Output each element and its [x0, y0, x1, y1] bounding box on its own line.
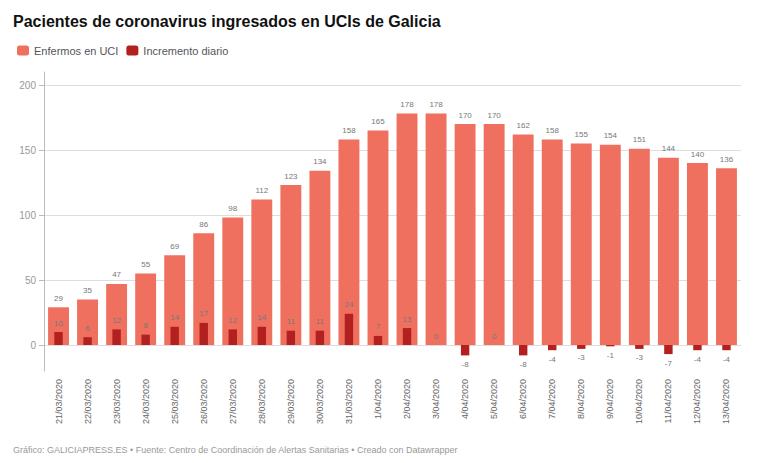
svg-text:-8: -8 [462, 360, 470, 369]
svg-text:200: 200 [19, 80, 36, 91]
svg-text:55: 55 [141, 260, 150, 269]
svg-text:155: 155 [575, 130, 589, 139]
svg-text:165: 165 [371, 117, 385, 126]
svg-text:11: 11 [316, 317, 325, 326]
svg-text:Pacientes de coronavirus ingre: Pacientes de coronavirus ingresados en U… [13, 13, 441, 30]
svg-text:13/04/2020: 13/04/2020 [721, 379, 731, 424]
svg-text:28/03/2020: 28/03/2020 [257, 379, 267, 424]
svg-text:47: 47 [112, 270, 121, 279]
svg-text:8/04/2020: 8/04/2020 [576, 379, 586, 419]
svg-text:11/04/2020: 11/04/2020 [663, 379, 673, 423]
svg-text:-1: -1 [607, 351, 615, 360]
svg-text:12/04/2020: 12/04/2020 [692, 379, 702, 424]
svg-text:151: 151 [633, 135, 647, 144]
svg-text:3/04/2020: 3/04/2020 [431, 379, 441, 419]
svg-text:-3: -3 [636, 353, 644, 362]
svg-text:50: 50 [25, 275, 37, 286]
svg-text:31/03/2020: 31/03/2020 [344, 379, 354, 424]
svg-text:12: 12 [228, 316, 237, 325]
svg-text:25/03/2020: 25/03/2020 [170, 379, 180, 424]
svg-text:0: 0 [434, 332, 439, 341]
svg-text:17: 17 [199, 309, 208, 318]
svg-text:162: 162 [517, 121, 531, 130]
svg-text:1/04/2020: 1/04/2020 [373, 379, 383, 419]
svg-text:21/03/2020: 21/03/2020 [54, 379, 64, 424]
svg-text:11: 11 [287, 317, 296, 326]
svg-text:26/03/2020: 26/03/2020 [199, 379, 209, 424]
svg-text:29/03/2020: 29/03/2020 [286, 379, 296, 424]
svg-text:22/03/2020: 22/03/2020 [83, 379, 93, 424]
svg-text:6: 6 [85, 324, 90, 333]
svg-text:140: 140 [691, 150, 705, 159]
svg-text:14: 14 [170, 313, 179, 322]
svg-text:7/04/2020: 7/04/2020 [547, 379, 557, 419]
svg-text:-4: -4 [549, 355, 557, 364]
svg-text:24: 24 [344, 300, 353, 309]
svg-text:13: 13 [403, 315, 412, 324]
svg-text:112: 112 [255, 186, 268, 195]
svg-text:7: 7 [376, 322, 381, 331]
svg-text:170: 170 [458, 111, 472, 120]
svg-text:98: 98 [228, 204, 237, 213]
svg-text:0: 0 [30, 340, 36, 351]
svg-text:-3: -3 [578, 353, 586, 362]
svg-text:Enfermos en UCI: Enfermos en UCI [34, 45, 118, 57]
svg-text:-4: -4 [694, 355, 702, 364]
svg-text:123: 123 [284, 172, 298, 181]
svg-text:23/03/2020: 23/03/2020 [112, 379, 122, 424]
svg-text:134: 134 [313, 157, 327, 166]
svg-text:69: 69 [170, 242, 179, 251]
svg-text:8: 8 [143, 321, 148, 330]
svg-text:-4: -4 [723, 355, 731, 364]
svg-text:100: 100 [19, 210, 36, 221]
svg-text:154: 154 [604, 131, 618, 140]
svg-text:170: 170 [487, 111, 501, 120]
svg-text:136: 136 [720, 155, 734, 164]
svg-text:29: 29 [54, 294, 63, 303]
svg-text:27/03/2020: 27/03/2020 [228, 379, 238, 424]
svg-text:158: 158 [342, 126, 356, 135]
svg-text:178: 178 [429, 100, 443, 109]
svg-text:10/04/2020: 10/04/2020 [634, 379, 644, 424]
svg-text:6/04/2020: 6/04/2020 [518, 379, 528, 419]
svg-text:12: 12 [112, 316, 121, 325]
svg-text:4/04/2020: 4/04/2020 [460, 379, 470, 419]
svg-text:150: 150 [19, 145, 36, 156]
svg-text:178: 178 [400, 100, 414, 109]
svg-text:14: 14 [257, 313, 266, 322]
svg-text:158: 158 [546, 126, 560, 135]
svg-text:30/03/2020: 30/03/2020 [315, 379, 325, 424]
svg-text:35: 35 [83, 286, 92, 295]
svg-text:-8: -8 [520, 360, 528, 369]
svg-text:Gráfico: GALICIAPRESS.ES • Fue: Gráfico: GALICIAPRESS.ES • Fuente: Centr… [13, 445, 458, 455]
svg-text:24/03/2020: 24/03/2020 [141, 379, 151, 424]
svg-text:86: 86 [199, 220, 208, 229]
svg-text:2/04/2020: 2/04/2020 [402, 379, 412, 419]
svg-text:5/04/2020: 5/04/2020 [489, 379, 499, 419]
svg-text:10: 10 [54, 319, 63, 328]
svg-text:0: 0 [492, 332, 497, 341]
svg-text:9/04/2020: 9/04/2020 [605, 379, 615, 419]
svg-text:Incremento diario: Incremento diario [143, 45, 228, 57]
svg-text:-7: -7 [665, 359, 673, 368]
svg-text:144: 144 [662, 144, 676, 153]
